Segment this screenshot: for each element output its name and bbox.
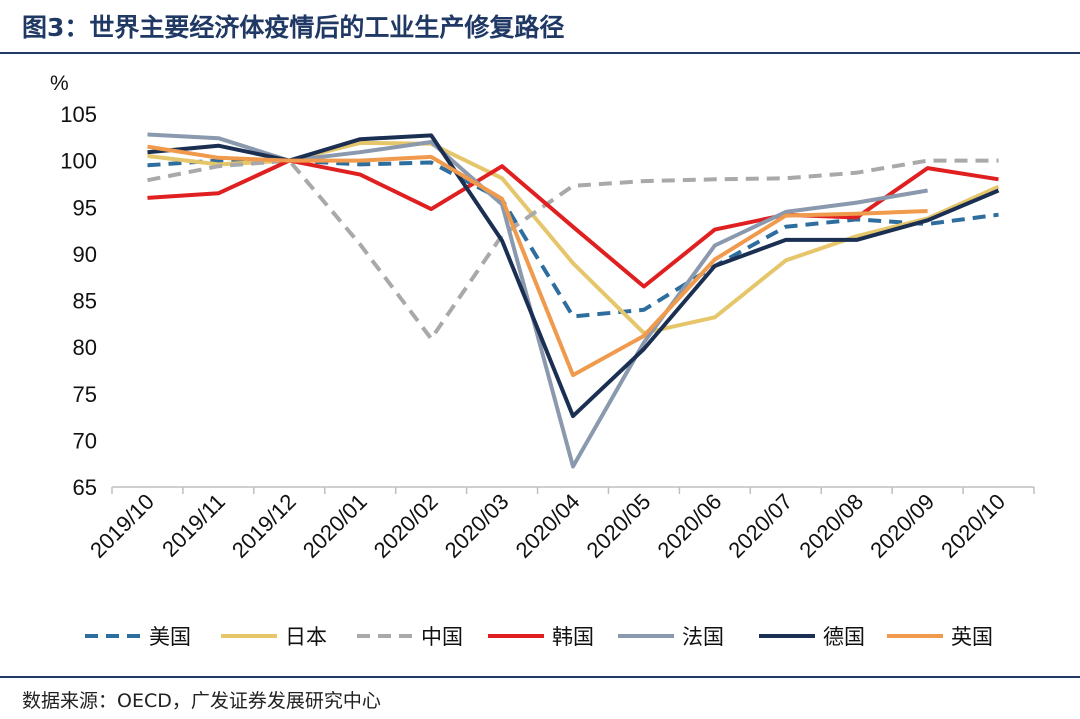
legend-label: 韩国	[552, 625, 594, 649]
x-tick-label: 2020/09	[865, 489, 939, 563]
x-tick-label: 2020/04	[511, 489, 585, 563]
legend-label: 英国	[951, 625, 993, 649]
chart-title: 图3：世界主要经济体疫情后的工业生产修复路径	[22, 13, 565, 42]
legend-label: 中国	[421, 625, 463, 649]
x-tick-label: 2020/07	[723, 489, 797, 563]
legend: 美国 日本 中国 韩国 法国 德国 英国	[85, 625, 993, 649]
line-chart: % 65 70 75 80 85 90 95 100 105 2019/102019/11201…	[50, 72, 1035, 649]
y-tick-label: 75	[73, 382, 97, 407]
x-axis-ticks: 2019/102019/112019/122020/012020/022020/…	[85, 487, 1035, 563]
x-tick-label: 2019/12	[227, 489, 301, 563]
y-tick-label: 65	[73, 475, 97, 500]
x-tick-label: 2020/06	[652, 489, 726, 563]
x-tick-label: 2020/01	[298, 489, 372, 563]
y-axis-unit: %	[50, 72, 69, 95]
series-line-中国	[147, 158, 999, 341]
series-line-美国	[147, 158, 999, 319]
series-lines	[147, 132, 1000, 469]
source-note: 数据来源：OECD，广发证券发展研究中心	[22, 690, 381, 712]
x-tick-label: 2019/11	[157, 489, 230, 562]
legend-label: 德国	[823, 625, 865, 649]
y-tick-label: 85	[73, 289, 97, 314]
series-line-韩国	[147, 158, 999, 289]
y-tick-label: 80	[73, 335, 97, 360]
x-tick-label: 2020/03	[440, 489, 514, 563]
series-line-法国	[147, 132, 928, 469]
series-line-英国	[147, 144, 928, 378]
footer-divider	[0, 676, 1080, 678]
x-tick-label: 2020/08	[794, 489, 868, 563]
title-divider	[0, 52, 1080, 54]
legend-label: 日本	[285, 625, 327, 649]
legend-label: 美国	[149, 625, 191, 649]
y-tick-label: 105	[60, 102, 97, 127]
y-tick-label: 90	[73, 242, 97, 267]
x-tick-label: 2020/02	[369, 489, 443, 563]
y-tick-label: 70	[73, 428, 97, 453]
legend-label: 法国	[682, 625, 724, 649]
y-axis-ticks: 65 70 75 80 85 90 95 100 105	[60, 102, 97, 500]
x-tick-label: 2020/10	[936, 489, 1010, 563]
x-tick-label: 2020/05	[582, 489, 656, 563]
y-tick-label: 100	[60, 149, 97, 174]
y-tick-label: 95	[73, 195, 97, 220]
